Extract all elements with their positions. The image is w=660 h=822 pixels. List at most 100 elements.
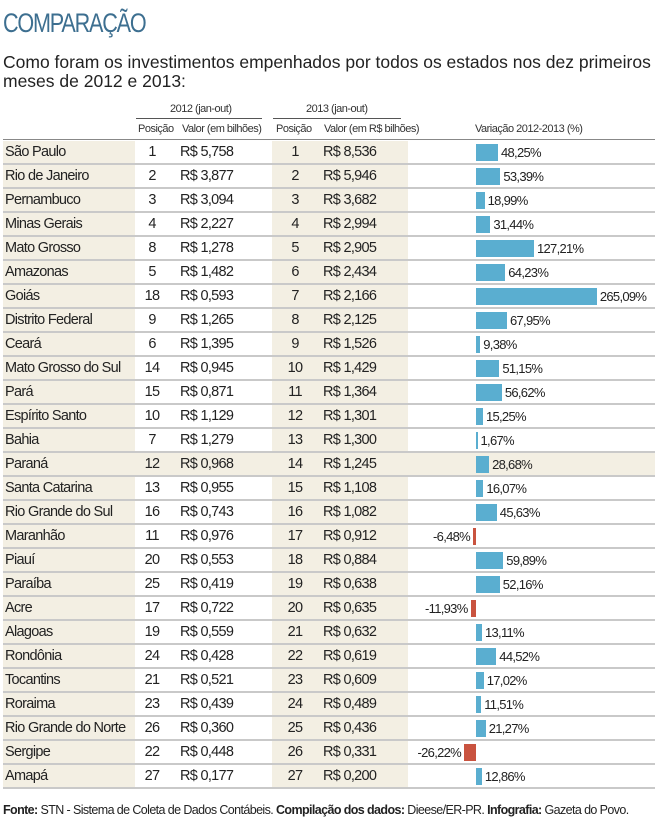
value-2012: R$ 1,278	[180, 240, 234, 256]
variation-bar	[476, 384, 502, 401]
variation-bar	[464, 744, 476, 761]
value-2013: R$ 1,300	[323, 432, 377, 448]
variation-bar	[476, 624, 482, 641]
table-row: Ceará 6 R$ 1,395 9 R$ 1,526 9,38%	[3, 333, 655, 357]
value-2013: R$ 0,331	[323, 744, 377, 760]
table-row: Paraíba 25 R$ 0,419 19 R$ 0,638 52,16%	[3, 573, 655, 597]
position-2013: 27	[287, 768, 303, 784]
value-2013: R$ 0,632	[323, 624, 377, 640]
header-2012-rule	[136, 118, 262, 119]
variation-label: 15,25%	[485, 409, 527, 424]
state-name: Amazonas	[5, 264, 69, 280]
state-name: Bahia	[5, 432, 39, 448]
variation-bar	[476, 648, 497, 665]
position-2012: 14	[144, 360, 160, 376]
header-2012: 2012 (jan-out)	[170, 103, 232, 115]
variation-label: 44,52%	[499, 649, 540, 664]
value-2013: R$ 1,364	[323, 384, 377, 400]
value-2013: R$ 0,489	[323, 696, 377, 712]
variation-label: 56,62%	[504, 385, 546, 400]
variation-label: 45,63%	[499, 505, 541, 520]
variation-bar	[470, 600, 476, 617]
title: COMPARAÇÃO	[3, 8, 147, 38]
value-2012: R$ 0,559	[180, 624, 234, 640]
value-2012: R$ 0,419	[180, 576, 234, 592]
position-2012: 24	[144, 648, 160, 664]
table-row: Mato Grosso 8 R$ 1,278 5 R$ 2,905 127,21%	[3, 237, 655, 261]
variation-bar	[476, 288, 597, 305]
table-row: Amazonas 5 R$ 1,482 6 R$ 2,434 64,23%	[3, 261, 655, 285]
state-name: Goiás	[5, 288, 40, 304]
position-2013: 19	[287, 576, 303, 592]
table-row: Espírito Santo 10 R$ 1,129 12 R$ 1,301 15,25%	[3, 405, 655, 429]
header-val-2013: Valor (em R$ bilhões)	[324, 123, 420, 135]
footer-source-label: Fonte:	[3, 803, 38, 817]
state-name: Amapá	[5, 768, 48, 784]
header-2013: 2013 (jan-out)	[306, 103, 368, 115]
variation-bar	[476, 216, 491, 233]
position-2012: 10	[144, 408, 160, 424]
position-2013: 17	[287, 528, 303, 544]
value-2013: R$ 1,082	[323, 504, 377, 520]
header-val-2012: Valor (em bilhões)	[182, 123, 262, 135]
value-2012: R$ 0,976	[180, 528, 234, 544]
state-name: Mato Grosso do Sul	[5, 360, 121, 376]
table-row: Roraima 23 R$ 0,439 24 R$ 0,489 11,51%	[3, 693, 655, 717]
state-name: Espírito Santo	[5, 408, 87, 424]
variation-bar	[476, 336, 481, 353]
position-2013: 7	[291, 288, 299, 304]
variation-label: 31,44%	[493, 217, 534, 232]
table-row: Rio de Janeiro 2 R$ 3,877 2 R$ 5,946 53,39%	[3, 165, 655, 189]
position-2013: 8	[291, 312, 299, 328]
position-2012: 25	[144, 576, 160, 592]
state-name: Paraná	[5, 456, 48, 472]
state-name: Maranhão	[5, 528, 65, 544]
footer-compilation: Dieese/ER-PR.	[404, 803, 488, 817]
variation-label: 17,02%	[486, 673, 528, 688]
variation-bar	[476, 192, 485, 209]
position-2012: 2	[148, 168, 156, 184]
table-row: Amapá 27 R$ 0,177 27 R$ 0,200 12,86%	[3, 765, 655, 789]
header-2013-rule	[273, 118, 401, 119]
variation-bar	[473, 528, 476, 545]
state-name: Rio Grande do Sul	[5, 504, 113, 520]
table-row: Piauí 20 R$ 0,553 18 R$ 0,884 59,89%	[3, 549, 655, 573]
position-2013: 1	[291, 144, 299, 160]
position-2012: 6	[148, 336, 156, 352]
variation-bar	[476, 696, 482, 713]
table-row: Minas Gerais 4 R$ 2,227 4 R$ 2,994 31,44%	[3, 213, 655, 237]
table-row: Acre 17 R$ 0,722 20 R$ 0,635 -11,93%	[3, 597, 655, 621]
position-2012: 3	[148, 192, 156, 208]
value-2012: R$ 0,871	[180, 384, 234, 400]
value-2012: R$ 0,968	[180, 456, 234, 472]
variation-label: 51,15%	[502, 361, 543, 376]
variation-label: 16,07%	[486, 481, 527, 496]
value-2013: R$ 0,884	[323, 552, 377, 568]
position-2013: 21	[287, 624, 303, 640]
table-row: Mato Grosso do Sul 14 R$ 0,945 10 R$ 1,429 51…	[3, 357, 655, 381]
value-2012: R$ 0,743	[180, 504, 234, 520]
variation-bar	[476, 432, 478, 449]
variation-bar	[476, 144, 498, 161]
header-pos-2013: Posição	[276, 123, 312, 135]
value-2013: R$ 5,946	[323, 168, 377, 184]
position-2013: 16	[287, 504, 303, 520]
footer-infographic-label: Infografia:	[487, 803, 542, 817]
value-2013: R$ 0,912	[323, 528, 377, 544]
table-row: Pará 15 R$ 0,871 11 R$ 1,364 56,62%	[3, 381, 655, 405]
footer-compilation-label: Compilação dos dados:	[276, 803, 405, 817]
state-name: Minas Gerais	[5, 216, 83, 232]
variation-label: 52,16%	[502, 577, 544, 592]
position-2013: 11	[288, 384, 302, 400]
value-2013: R$ 2,125	[323, 312, 377, 328]
value-2013: R$ 3,682	[323, 192, 377, 208]
position-2012: 13	[144, 480, 160, 496]
position-2012: 15	[144, 384, 160, 400]
variation-label: 12,86%	[484, 769, 526, 784]
header-bottom-rule	[3, 139, 655, 140]
position-2013: 9	[291, 336, 299, 352]
variation-label: 28,68%	[492, 457, 533, 472]
position-2013: 4	[291, 216, 299, 232]
variation-label: 265,09%	[599, 289, 647, 304]
